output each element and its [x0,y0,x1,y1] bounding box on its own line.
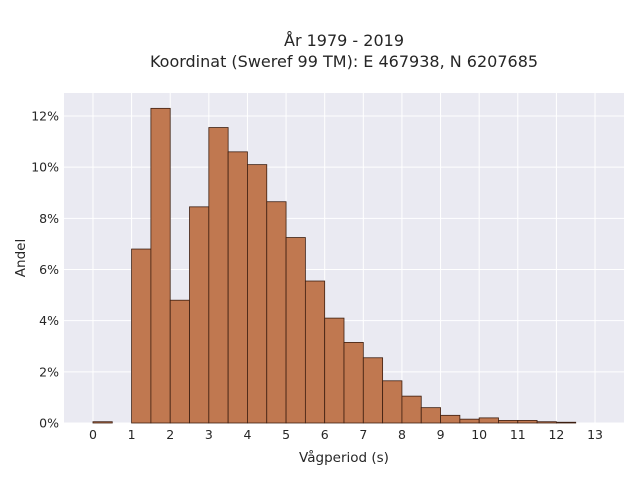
x-tick-label: 5 [282,427,290,442]
x-tick-label: 10 [471,427,487,442]
histogram-bar [92,421,113,424]
histogram-bar [459,418,480,424]
x-tick-label: 12 [548,427,564,442]
x-tick-label: 3 [205,427,213,442]
histogram-bar [150,107,171,424]
x-tick-label: 7 [359,427,367,442]
histogram-bar [131,248,152,424]
histogram-bar [304,280,326,424]
histogram-bar [401,395,422,424]
histogram-bar [189,206,210,424]
x-axis-ticks: 0 1 2 3 4 5 6 7 8 9 10 11 12 13 [89,427,603,442]
histogram-bar [440,414,461,424]
histogram-bar [285,237,306,424]
y-tick-label: 12% [31,109,59,124]
histogram-bar [556,421,577,424]
histogram-bar [362,357,384,424]
y-tick-label: 10% [31,160,59,175]
x-tick-label: 4 [243,427,251,442]
histogram-bar [478,417,499,424]
histogram-bar [382,380,403,424]
histogram-bar [324,317,345,424]
x-tick-label: 11 [510,427,526,442]
x-axis-label: Vågperiod (s) [299,449,389,466]
x-tick-label: 2 [166,427,174,442]
chart-title-line-1: År 1979 - 2019 [284,31,404,50]
histogram-bar [247,164,268,424]
y-axis-label: Andel [13,239,29,277]
histogram-bar [498,420,519,424]
x-tick-label: 6 [321,427,329,442]
histogram-bar [169,299,190,424]
x-tick-label: 8 [398,427,406,442]
histogram-bar [343,342,364,424]
x-tick-label: 13 [587,427,603,442]
histogram-bar [266,201,287,424]
histogram-bar [517,420,538,424]
y-tick-label: 0% [39,416,59,431]
y-tick-label: 8% [39,211,59,226]
x-tick-label: 9 [437,427,445,442]
histogram-bar [420,407,441,424]
y-tick-label: 6% [39,262,59,277]
x-tick-label: 1 [128,427,136,442]
y-tick-label: 2% [39,364,59,379]
histogram-bar [227,151,248,424]
histogram-bar [208,127,229,424]
histogram-bar [536,421,557,424]
x-tick-label: 0 [89,427,97,442]
y-axis-ticks: 0% 2% 4% 6% 8% 10% 12% [31,109,59,431]
bars [92,107,577,424]
chart-title-line-2: Koordinat (Sweref 99 TM): E 467938, N 62… [150,52,538,71]
y-tick-label: 4% [39,313,59,328]
